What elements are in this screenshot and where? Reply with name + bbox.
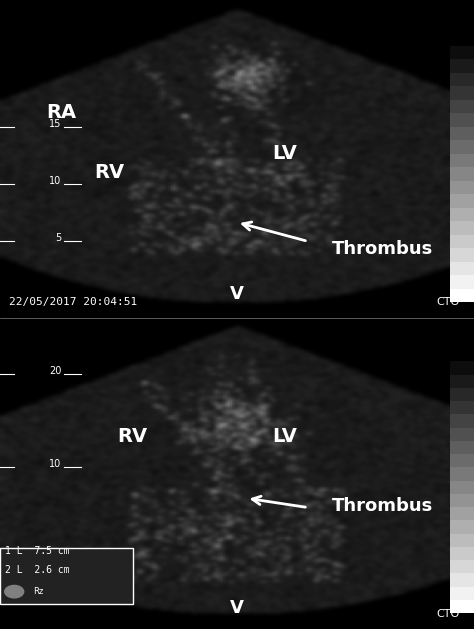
Circle shape xyxy=(5,586,24,598)
Text: V: V xyxy=(230,599,244,618)
Text: 20: 20 xyxy=(49,365,62,376)
Bar xyxy=(0,548,133,604)
Text: RV: RV xyxy=(94,163,124,182)
Text: CTO: CTO xyxy=(437,297,460,307)
Text: 22/05/2017 20:04:51: 22/05/2017 20:04:51 xyxy=(9,297,138,307)
Text: Rz: Rz xyxy=(33,587,44,596)
Text: LV: LV xyxy=(272,427,297,446)
Text: RA: RA xyxy=(46,103,77,121)
Text: 10: 10 xyxy=(49,176,62,186)
Text: Thrombus: Thrombus xyxy=(332,497,433,515)
Text: LV: LV xyxy=(272,144,297,163)
Text: 5: 5 xyxy=(55,233,62,243)
Text: 10: 10 xyxy=(49,459,62,469)
Text: RV: RV xyxy=(118,427,148,446)
Text: 2 L  2.6 cm: 2 L 2.6 cm xyxy=(5,565,69,575)
Text: 1 L  7.5 cm: 1 L 7.5 cm xyxy=(5,546,69,556)
Text: V: V xyxy=(230,284,244,303)
Text: CTO: CTO xyxy=(437,608,460,618)
Text: 15: 15 xyxy=(49,119,62,129)
Text: Thrombus: Thrombus xyxy=(332,240,433,258)
